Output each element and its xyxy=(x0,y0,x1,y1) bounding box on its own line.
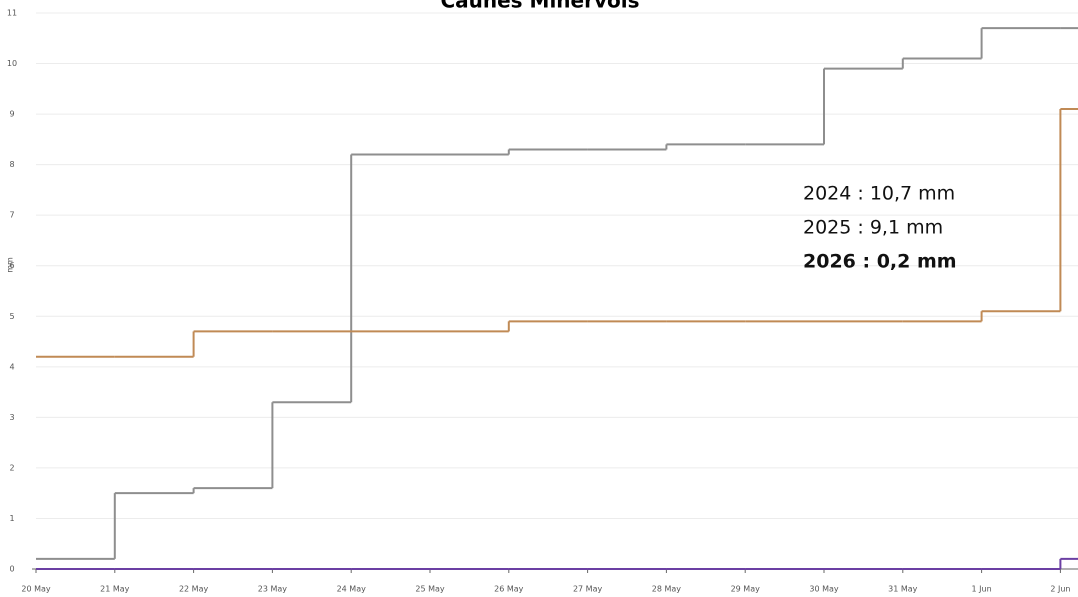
x-tick-label: 20 May xyxy=(21,585,51,594)
x-tick-label: 24 May xyxy=(337,585,367,594)
x-tick-label: 1 Jun xyxy=(972,585,992,594)
annotation: 2026 : 0,2 mm xyxy=(803,251,957,273)
x-tick-label: 30 May xyxy=(809,585,839,594)
x-tick-label: 2 Jun xyxy=(1050,585,1070,594)
x-tick-label: 31 May xyxy=(888,585,918,594)
x-tick-label: 21 May xyxy=(100,585,130,594)
y-tick-label: 8 xyxy=(9,160,14,169)
y-tick-label: 2 xyxy=(9,463,14,472)
y-tick-label: 10 xyxy=(7,59,17,68)
chart-title: Caunes Minervois xyxy=(440,0,639,13)
y-tick-label: 3 xyxy=(9,413,14,422)
y-tick-label: 9 xyxy=(9,110,14,119)
x-tick-label: 29 May xyxy=(731,585,761,594)
x-tick-label: 23 May xyxy=(258,585,288,594)
x-tick-label: 27 May xyxy=(573,585,603,594)
x-tick-label: 28 May xyxy=(652,585,682,594)
x-tick-label: 22 May xyxy=(179,585,209,594)
annotation: 2024 : 10,7 mm xyxy=(803,183,955,205)
y-tick-label: 6 xyxy=(9,261,14,270)
x-tick-label: 26 May xyxy=(494,585,524,594)
y-tick-label: 11 xyxy=(7,9,17,18)
y-tick-label: 7 xyxy=(9,211,14,220)
x-tick-label: 25 May xyxy=(415,585,445,594)
y-tick-label: 4 xyxy=(9,362,14,371)
y-tick-label: 5 xyxy=(9,312,14,321)
annotation: 2025 : 9,1 mm xyxy=(803,217,943,239)
y-tick-label: 0 xyxy=(9,565,14,574)
y-axis-label: mm xyxy=(6,257,15,273)
y-tick-label: 1 xyxy=(9,514,14,523)
